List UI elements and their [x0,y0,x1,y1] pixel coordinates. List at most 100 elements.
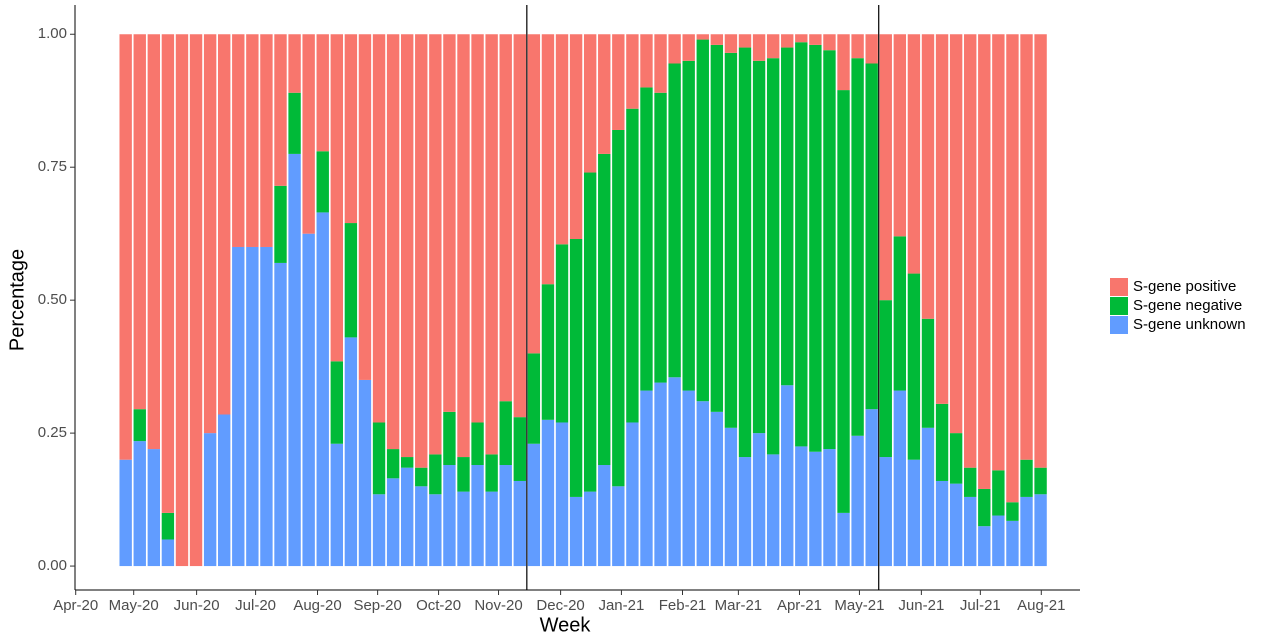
bar-segment [513,480,526,567]
bar-segment [992,470,1005,516]
bar-segment [809,451,822,567]
bar-segment [640,34,653,88]
bar-segment [372,34,386,423]
bar-segment [443,411,456,466]
bar-segment [837,512,850,567]
bar-segment [964,467,977,497]
bar-segment [640,390,653,567]
bar-segment [372,494,386,567]
bar-segment [246,34,259,247]
bar-segment [612,34,625,130]
bar-segment [598,465,611,567]
bar-segment [330,443,343,567]
bar-segment [837,34,850,91]
bar-segment [429,494,442,567]
bar-segment [724,34,738,53]
bar-segment [541,284,555,420]
bar-segment [865,34,878,64]
bar-segment [766,58,780,455]
bar-segment [302,233,315,567]
bar-segment [274,34,287,186]
legend-swatch [1110,278,1128,296]
bar-segment [893,34,907,237]
bar-segment [316,212,329,567]
bar-segment [964,496,977,567]
bar-segment [865,63,878,410]
bar-segment [738,34,752,48]
bar-segment [992,34,1005,471]
bar-segment [499,465,512,567]
bar-segment [921,318,935,428]
bar-segment [851,58,864,436]
bar-segment [386,34,400,450]
bar-segment [541,419,555,567]
bar-segment [119,34,132,460]
x-tick-label: Jul-20 [235,597,276,614]
bar-segment [443,34,456,412]
bar-segment [879,300,892,458]
bar-segment [1020,34,1033,460]
bar-segment [710,34,724,45]
bar-segment [612,486,625,567]
bar-segment [147,34,161,450]
bar-segment [696,401,709,567]
bar-segment [569,34,583,239]
bar-segment [471,422,484,466]
bar-segment [415,486,428,567]
bar-segment [738,47,752,458]
bar-segment [175,34,189,567]
bar-segment [344,337,358,567]
bar-segment [949,483,963,567]
bar-segment [400,457,414,468]
bar-segment [485,34,498,455]
bar-segment [583,34,597,173]
bar-segment [823,449,836,567]
bar-segment [964,34,977,468]
bar-segment [569,496,583,567]
bar-segment [907,34,921,274]
bar-segment [949,433,963,484]
bar-segment [499,401,512,466]
bar-segment [935,403,949,481]
bar-segment [626,108,639,423]
bar-segment [795,446,808,567]
bar-segment [161,512,175,540]
bar-segment [288,153,301,567]
bar-segment [907,459,921,567]
bar-segment [372,422,386,495]
bar-segment [837,90,850,513]
y-tick-label: 0.25 [38,424,67,441]
bar-segment [218,414,231,567]
x-tick-label: Apr-20 [53,597,98,614]
bar-segment [260,34,273,247]
bar-segment [429,454,442,495]
bar-segment [232,34,245,247]
bar-segment [344,223,358,338]
bar-segment [766,34,780,59]
y-tick-label: 0.00 [38,557,67,574]
bar-segment [654,34,667,93]
bar-segment [569,239,583,497]
legend-label: S-gene unknown [1133,316,1246,333]
bar-segment [513,417,526,481]
bar-segment [935,480,949,567]
bar-segment [978,34,991,489]
bar-segment [795,34,808,43]
bar-segment [246,246,259,567]
bar-segment [583,491,597,567]
bar-segment [400,34,414,458]
y-axis-title: Percentage [6,249,28,351]
bar-segment [330,34,343,362]
y-tick-label: 1.00 [38,25,67,42]
bar-segment [921,427,935,567]
bar-segment [274,185,287,263]
bar-segment [527,34,541,354]
bar-segment [893,236,907,391]
bar-segment [809,44,822,452]
x-tick-label: Aug-20 [293,597,341,614]
bar-segment [668,377,681,567]
bar-segment [203,433,217,567]
bar-segment [133,34,146,410]
bar-segment [527,443,541,567]
